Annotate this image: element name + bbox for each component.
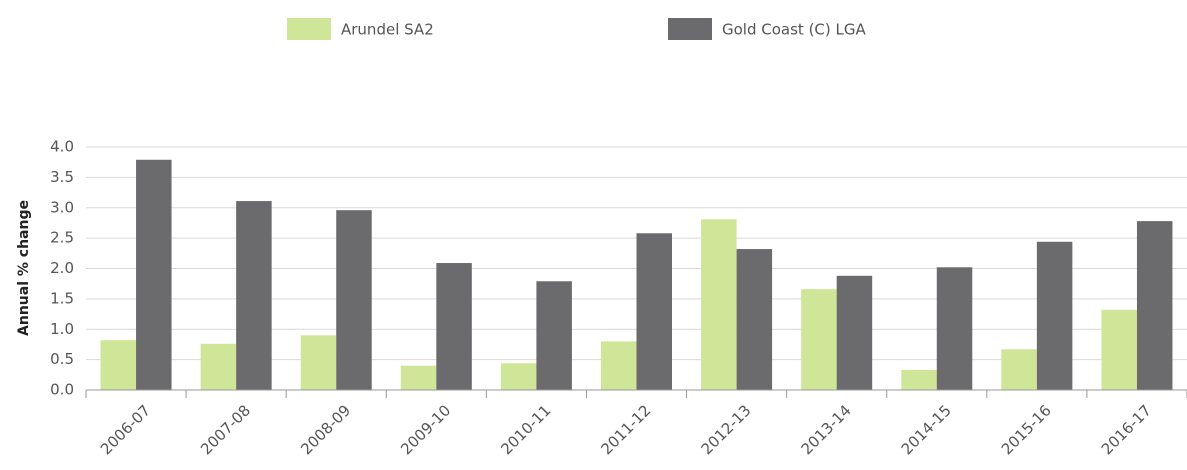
y-tick-label: 0.0 <box>50 381 74 399</box>
bar <box>400 365 437 390</box>
x-tick-label: 2014-15 <box>898 401 955 458</box>
y-tick-label: 2.5 <box>50 229 74 247</box>
bar <box>100 340 137 390</box>
bar <box>500 363 537 390</box>
x-tick-label: 2015-16 <box>998 401 1055 458</box>
bar <box>236 201 272 390</box>
bar <box>536 281 572 390</box>
y-tick-label: 3.5 <box>50 168 74 186</box>
bar <box>1036 241 1073 390</box>
y-tick-label: 2.0 <box>50 259 74 277</box>
bar <box>200 343 237 390</box>
bar <box>936 267 973 390</box>
bar <box>836 275 873 390</box>
y-tick-label: 1.0 <box>50 320 74 338</box>
bar <box>736 249 773 390</box>
x-tick-label: 2011-12 <box>597 401 654 458</box>
x-tick-label: 2009-10 <box>397 401 454 458</box>
bar <box>336 210 372 390</box>
bar <box>136 159 172 390</box>
x-tick-label: 2006-07 <box>97 401 154 458</box>
x-tick-label: 2008-09 <box>297 401 354 458</box>
x-tick-label: 2012-13 <box>698 401 755 458</box>
x-tick-label: 2007-08 <box>197 401 254 458</box>
bar <box>901 369 937 390</box>
bar <box>300 335 337 390</box>
x-tick-label: 2013-14 <box>798 401 855 458</box>
legend-swatch <box>668 18 712 40</box>
bar <box>601 341 637 390</box>
y-tick-label: 3.0 <box>50 198 74 216</box>
bar <box>636 233 672 390</box>
y-tick-label: 1.5 <box>50 289 74 307</box>
bar <box>1101 309 1137 390</box>
y-tick-label: 4.0 <box>50 138 74 156</box>
bar <box>801 289 837 390</box>
legend-label: Gold Coast (C) LGA <box>722 21 866 39</box>
bar <box>701 219 737 390</box>
bar <box>1001 349 1037 390</box>
bar <box>436 263 472 390</box>
x-tick-label: 2016-17 <box>1098 401 1155 458</box>
x-tick-label: 2010-11 <box>497 401 554 458</box>
legend-swatch <box>287 18 331 40</box>
y-axis-label: Annual % change <box>16 200 32 336</box>
bar <box>1136 221 1173 390</box>
legend-label: Arundel SA2 <box>341 21 434 39</box>
y-tick-label: 0.5 <box>50 350 74 368</box>
